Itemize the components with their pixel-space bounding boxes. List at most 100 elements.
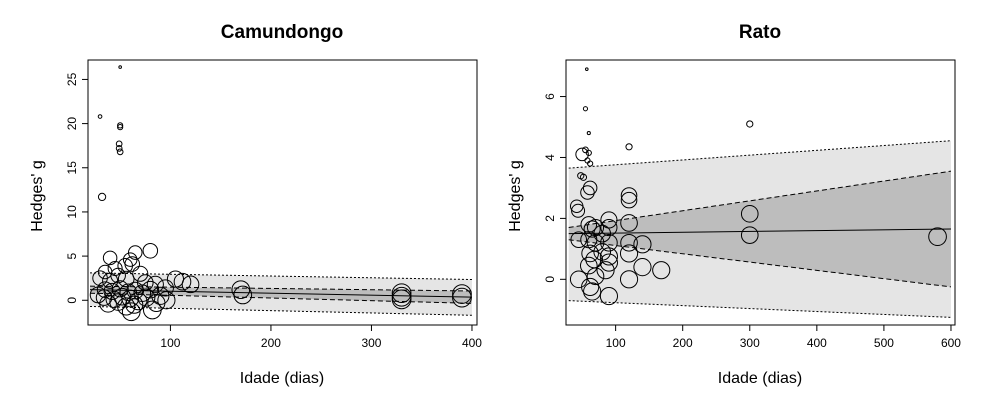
data-point — [581, 244, 599, 263]
x-tick-label: 200 — [673, 336, 693, 350]
data-point — [122, 252, 138, 267]
data-point — [583, 282, 602, 301]
data-point — [570, 231, 588, 249]
data-point — [584, 67, 589, 71]
data-point — [391, 283, 412, 304]
chart-title: Camundongo — [221, 22, 343, 43]
data-point — [740, 226, 759, 244]
confidence-lower-line — [568, 239, 952, 288]
data-point — [619, 244, 639, 263]
y-axis-label: Hedges' g — [507, 160, 524, 232]
x-tick-label: 200 — [261, 336, 281, 350]
data-point — [115, 140, 123, 148]
data-point — [111, 280, 129, 298]
data-point — [596, 261, 615, 280]
data-point — [619, 270, 639, 289]
data-point — [132, 265, 149, 282]
data-point — [452, 287, 472, 308]
x-tick-label: 500 — [874, 336, 894, 350]
data-point — [571, 203, 586, 218]
data-point — [583, 220, 601, 238]
x-axis-label: Idade (dias) — [240, 370, 325, 387]
data-point — [97, 192, 107, 202]
data-point — [599, 253, 619, 272]
data-point — [121, 302, 141, 322]
x-tick-label: 300 — [361, 336, 381, 350]
data-point — [95, 289, 113, 306]
data-point — [452, 284, 472, 304]
data-point — [233, 285, 253, 305]
data-point — [600, 233, 618, 252]
x-tick-label: 300 — [740, 336, 760, 350]
y-tick-label: 0 — [65, 297, 79, 304]
y-tick-label: 20 — [65, 117, 79, 131]
data-point — [116, 148, 124, 156]
chart-title: Rato — [739, 22, 781, 43]
confidence-upper-line — [568, 170, 952, 229]
data-point — [625, 143, 633, 151]
data-point — [99, 294, 117, 313]
data-point — [633, 235, 652, 254]
data-point — [593, 243, 612, 261]
y-tick-label: 4 — [543, 154, 557, 161]
data-point — [746, 120, 754, 128]
x-tick-label: 400 — [462, 336, 482, 350]
data-point — [391, 289, 412, 310]
data-point — [181, 275, 200, 294]
data-point — [599, 286, 619, 306]
data-point — [127, 245, 143, 260]
data-point — [575, 147, 589, 162]
plot-area — [89, 65, 472, 322]
x-tick-label: 100 — [606, 336, 626, 350]
y-axis-label: Hedges' g — [29, 160, 46, 232]
chart-camundongo: Camundongo Idade (dias) Hedges' g 100 200… — [29, 22, 482, 387]
data-point — [124, 256, 141, 272]
data-point — [600, 218, 618, 237]
confidence-band — [568, 171, 951, 287]
plot-area — [568, 67, 952, 318]
data-point — [620, 233, 638, 252]
data-point — [581, 277, 600, 297]
data-point — [599, 247, 619, 266]
y-tick-label: 25 — [65, 72, 79, 86]
data-point — [92, 270, 108, 286]
data-point — [118, 65, 122, 69]
data-point — [582, 180, 598, 196]
data-point — [579, 256, 598, 275]
data-point — [620, 214, 638, 232]
data-point — [117, 297, 136, 316]
data-point — [117, 270, 135, 288]
data-point — [117, 122, 124, 129]
data-point — [620, 191, 638, 209]
data-point — [146, 275, 164, 293]
data-point — [633, 258, 652, 277]
data-point — [142, 300, 162, 320]
regression-line — [568, 228, 951, 235]
plot-frame — [87, 59, 478, 326]
data-point — [173, 272, 192, 291]
y-tick-label: 2 — [543, 215, 557, 222]
data-point — [580, 185, 595, 200]
data-point — [115, 144, 123, 152]
y-tick-label: 0 — [543, 276, 557, 283]
x-tick-label: 100 — [160, 336, 180, 350]
data-point — [157, 291, 176, 310]
data-point — [593, 224, 612, 243]
data-point — [652, 261, 671, 280]
chart-rato: Rato Idade (dias) Hedges' g 100 200 300 400… — [507, 22, 961, 387]
data-point — [740, 205, 759, 223]
y-tick-label: 5 — [65, 252, 79, 259]
data-point — [117, 124, 124, 131]
data-point — [586, 131, 591, 136]
plot-frame — [565, 59, 956, 326]
data-point — [620, 187, 638, 204]
data-point — [587, 160, 594, 167]
y-tick-label: 10 — [65, 205, 79, 219]
data-point — [102, 250, 118, 266]
x-tick-label: 600 — [941, 336, 961, 350]
data-point — [129, 292, 148, 311]
data-point — [97, 114, 103, 119]
x-axis-label: Idade (dias) — [718, 370, 803, 387]
data-point — [582, 106, 589, 112]
data-point — [586, 267, 605, 286]
